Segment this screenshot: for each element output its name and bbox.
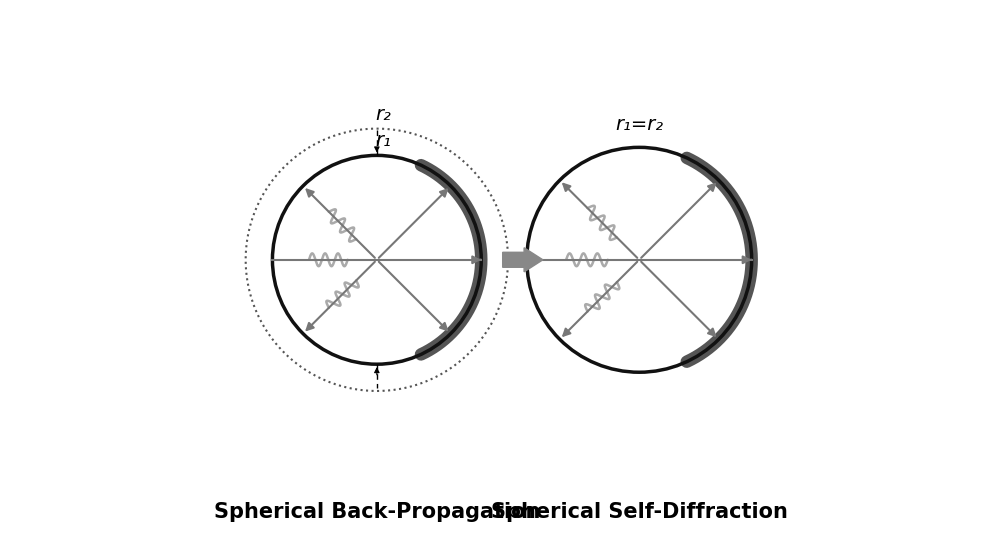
FancyArrow shape [503,248,543,272]
Text: r₁=r₂: r₁=r₂ [615,115,663,134]
Text: Spherical Back-Propagation: Spherical Back-Propagation [214,502,540,522]
Text: Spherical Self-Diffraction: Spherical Self-Diffraction [491,502,788,522]
Text: r₂: r₂ [375,105,391,124]
Text: r₁: r₁ [375,131,391,150]
